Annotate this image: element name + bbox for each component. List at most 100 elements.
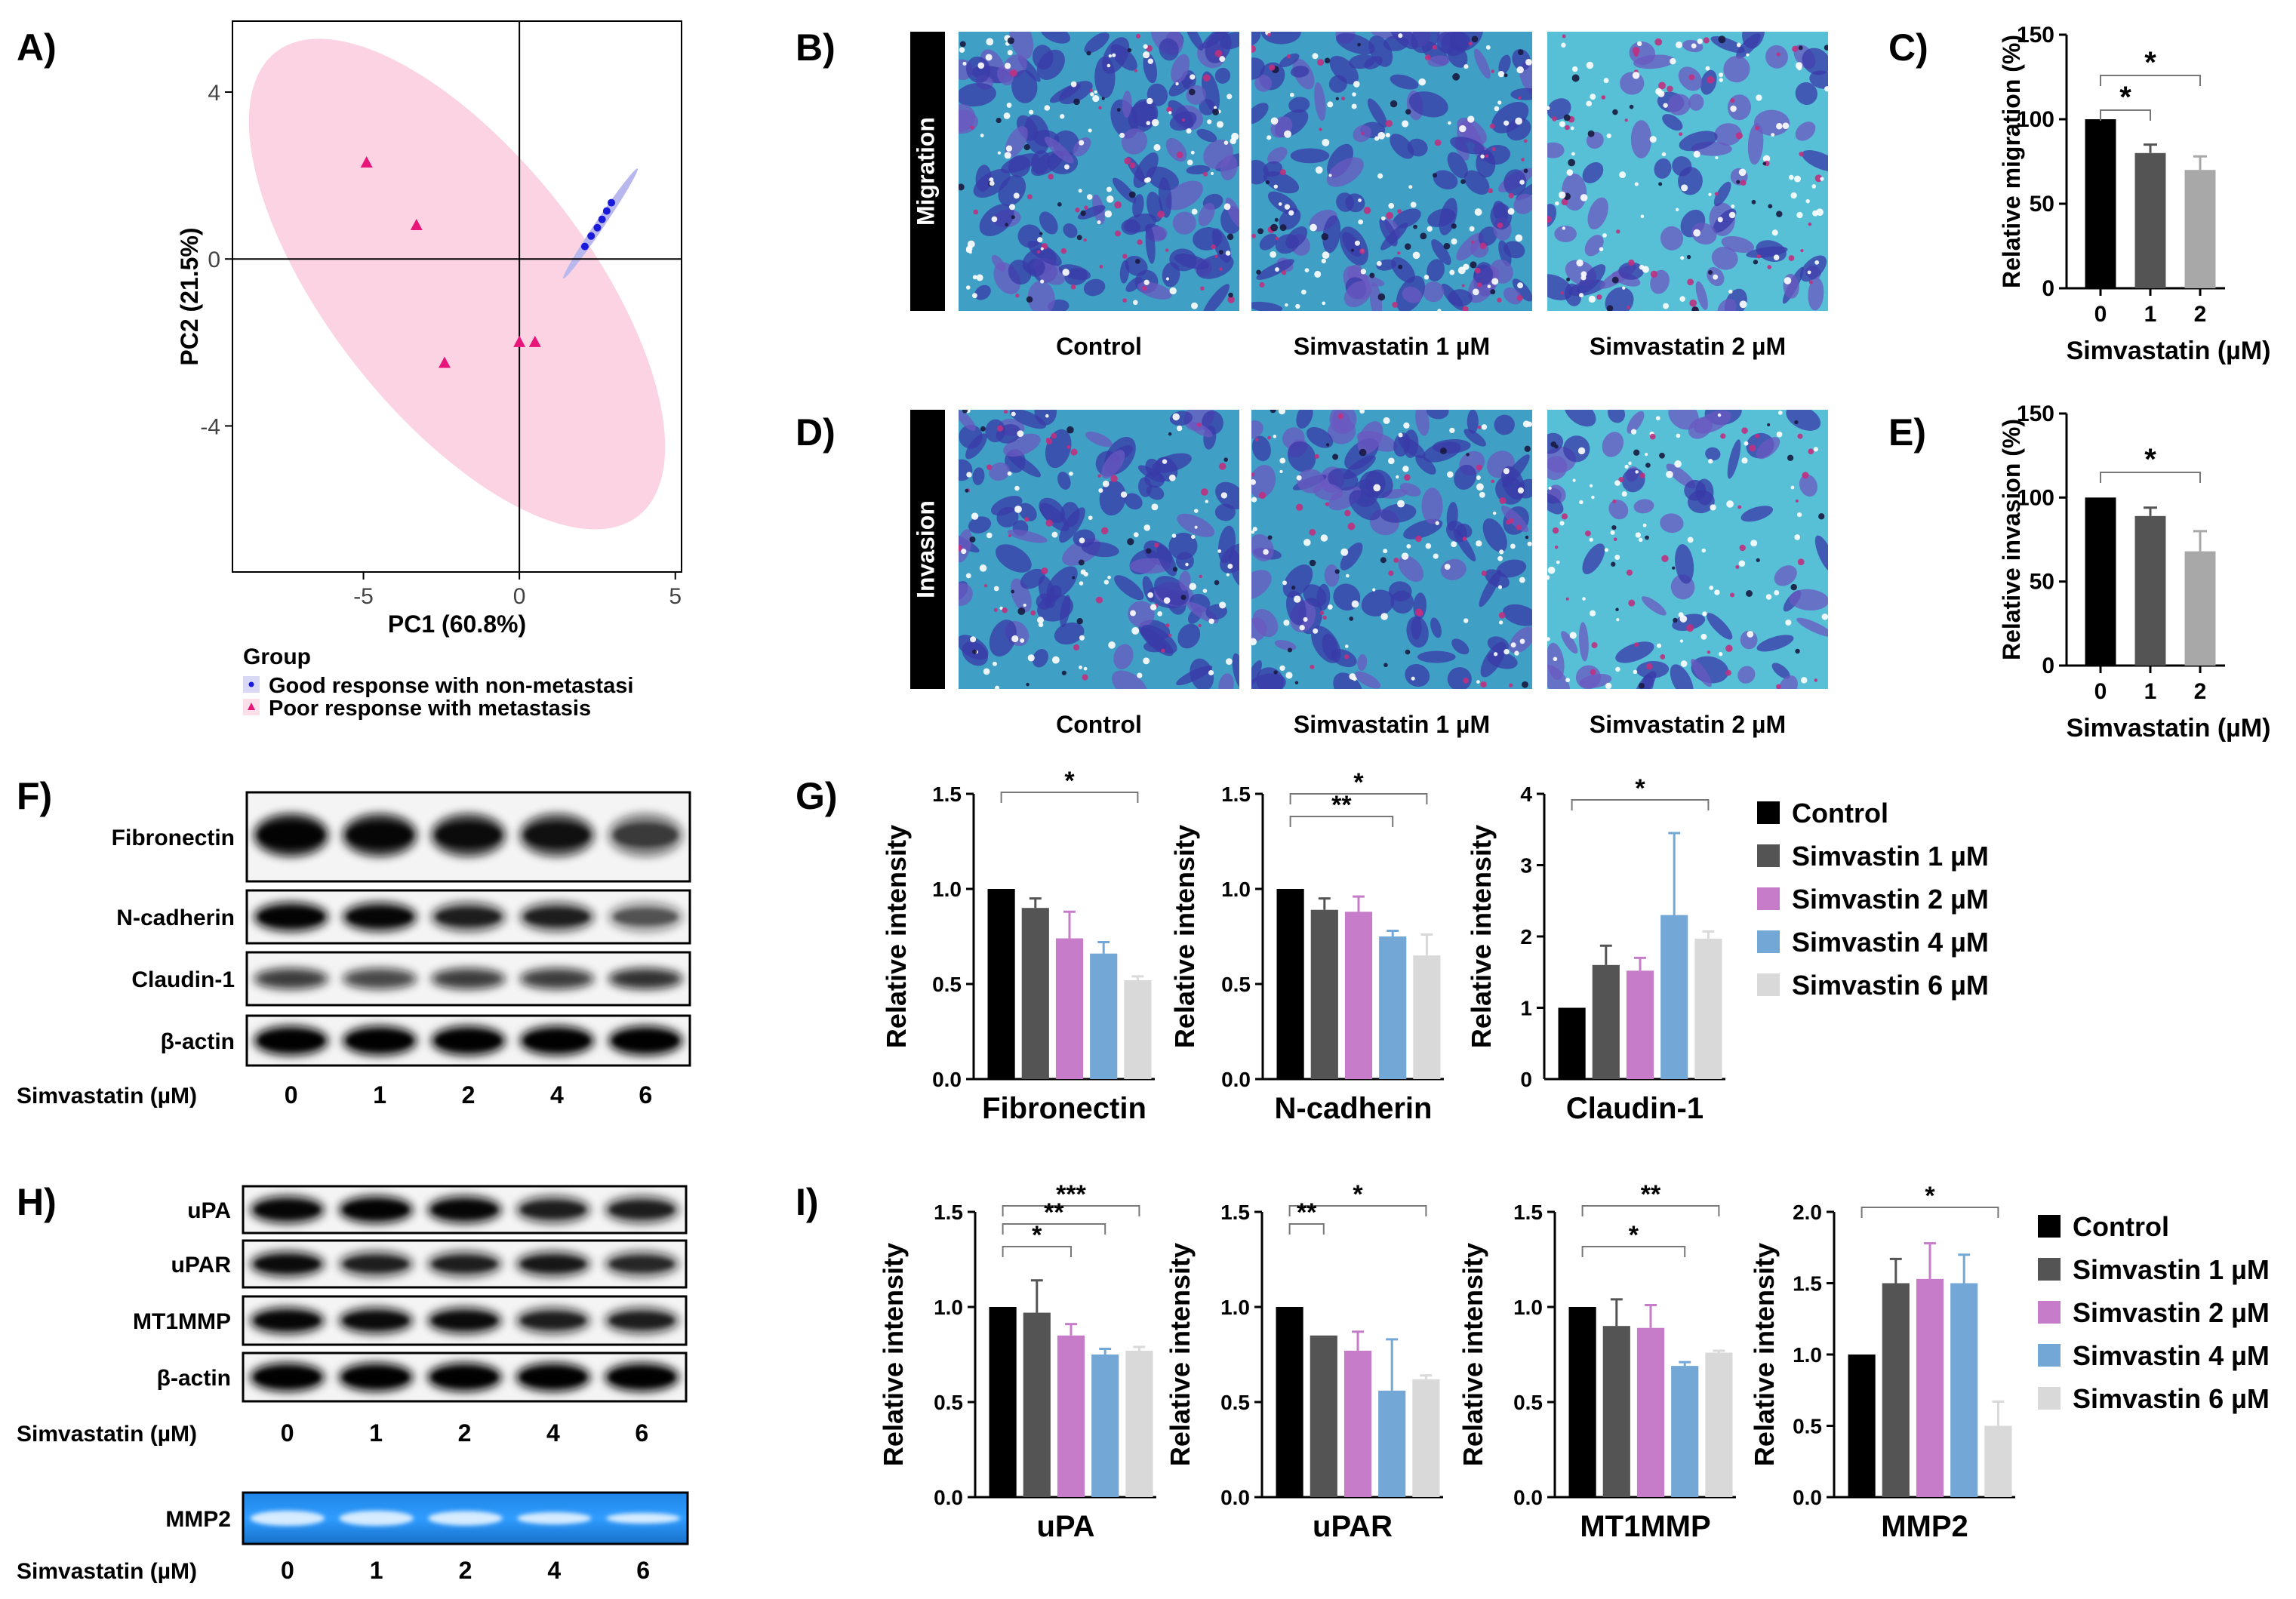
bar	[1379, 936, 1407, 1079]
cell-body	[1131, 99, 1159, 128]
pore-dot	[1388, 570, 1394, 577]
bar	[1091, 1355, 1119, 1497]
pore-dot	[1519, 180, 1525, 185]
confidence-ellipse-good	[563, 168, 639, 279]
pore-dot	[1076, 235, 1082, 241]
pore-dot	[970, 636, 977, 643]
pore-dot	[1299, 625, 1305, 631]
pore-dot	[1466, 453, 1470, 457]
pore-dot	[1098, 487, 1103, 494]
pore-dot	[1633, 449, 1640, 456]
bar	[1055, 938, 1084, 1079]
cell-body	[1447, 667, 1472, 689]
significance-bracket	[1002, 1223, 1106, 1235]
significance-label: **	[1044, 1198, 1064, 1227]
pore-dot	[991, 216, 998, 223]
pore-dot	[1796, 211, 1803, 219]
cell-body	[1343, 281, 1372, 308]
pore-dot	[1741, 427, 1748, 434]
pore-dot	[1731, 204, 1735, 209]
cell-body	[1008, 155, 1031, 177]
blot-upa-band-core	[521, 1201, 586, 1218]
pore-dot	[1629, 104, 1634, 109]
pore-dot	[1720, 433, 1726, 439]
cell-body	[1177, 513, 1215, 537]
significance-label: **	[1297, 1198, 1317, 1227]
blot-row-label: Fibronectin	[112, 826, 235, 850]
pore-dot	[1137, 672, 1143, 678]
y-tick-label: 0.5	[932, 973, 962, 996]
pore-dot	[1628, 599, 1636, 607]
pore-dot	[1020, 638, 1025, 643]
cell-body	[1433, 170, 1458, 190]
pore-dot	[1805, 198, 1810, 204]
y-axis-label: Relative invasion (%)	[1998, 419, 2025, 660]
pore-dot	[1519, 638, 1525, 644]
pore-dot	[1687, 537, 1694, 543]
cell-body	[1705, 447, 1721, 461]
pore-dot	[1656, 643, 1662, 648]
legend-label: Simvastin 4 µM	[2073, 1340, 2270, 1371]
pore-dot	[1225, 658, 1233, 666]
blot-actin-band-core	[614, 1032, 678, 1049]
cell-body	[1190, 658, 1214, 689]
pore-dot	[1070, 448, 1078, 456]
pore-dot	[1672, 566, 1676, 570]
cell-body	[1447, 152, 1468, 179]
pore-dot	[1425, 543, 1432, 549]
pore-dot	[1309, 529, 1316, 536]
cell-body	[1454, 464, 1477, 490]
blot-fibronectin-band-core	[259, 823, 323, 847]
pore-dot	[1267, 435, 1271, 440]
pore-dot	[1437, 309, 1442, 311]
pore-dot	[1773, 254, 1780, 260]
cell-body	[1031, 150, 1051, 175]
pore-dot	[1127, 48, 1132, 53]
cell-body	[1390, 134, 1414, 159]
pore-dot	[1172, 413, 1180, 421]
pore-dot	[980, 426, 986, 432]
pore-dot	[1715, 155, 1719, 159]
pore-dot	[983, 668, 990, 675]
bar	[1592, 964, 1620, 1079]
pore-dot	[1658, 81, 1666, 90]
pore-dot	[1642, 266, 1649, 273]
blot-fibronectin-band-core	[436, 823, 500, 847]
pore-dot	[1471, 35, 1479, 43]
pore-dot	[1676, 41, 1682, 48]
blot-row-label: MT1MMP	[133, 1309, 231, 1334]
pore-dot	[1383, 549, 1388, 554]
pore-dot	[1444, 564, 1451, 570]
y-tick-label: 0.0	[1221, 1068, 1251, 1091]
pore-dot	[1680, 660, 1688, 667]
cell-body	[1494, 414, 1515, 435]
pore-dot	[1589, 537, 1593, 542]
pore-dot	[1479, 491, 1485, 498]
cell-body	[1456, 523, 1473, 539]
pore-dot	[1165, 248, 1169, 252]
pore-dot	[1294, 681, 1299, 684]
pore-dot	[1322, 251, 1330, 260]
pore-dot	[1341, 97, 1346, 101]
pore-dot	[1527, 541, 1532, 546]
pore-dot	[1459, 125, 1467, 133]
pore-dot	[1655, 88, 1663, 95]
pore-dot	[1223, 457, 1228, 462]
pore-dot	[1516, 66, 1524, 74]
pore-dot	[1344, 654, 1350, 660]
cell-body	[1288, 97, 1310, 113]
pore-dot	[1202, 589, 1208, 593]
cell-body	[1713, 181, 1731, 207]
cell-body	[1267, 146, 1288, 165]
bar	[1276, 1307, 1303, 1497]
pore-dot	[1374, 136, 1380, 141]
micrograph-caption: Control	[1056, 711, 1142, 738]
pore-dot	[1547, 216, 1552, 223]
pore-dot	[1398, 432, 1403, 438]
pore-dot	[989, 177, 994, 183]
cell-body	[1654, 158, 1672, 179]
cell-body	[1128, 601, 1155, 627]
x-tick-label: -5	[353, 584, 374, 609]
cell-body	[1756, 437, 1780, 460]
y-tick-label: 0	[208, 248, 220, 272]
